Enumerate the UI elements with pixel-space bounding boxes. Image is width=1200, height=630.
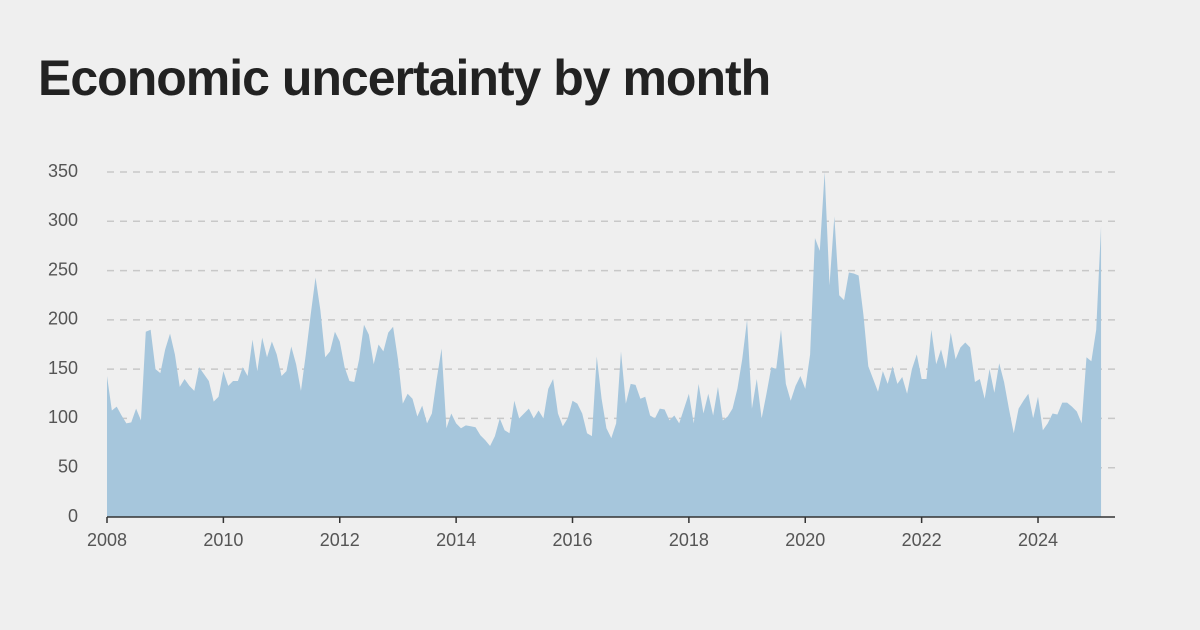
x-tick-label: 2008	[87, 530, 127, 550]
area	[107, 172, 1102, 517]
chart-title: Economic uncertainty by month	[38, 50, 770, 106]
x-tick-label: 2014	[436, 530, 476, 550]
y-tick-label: 300	[48, 210, 78, 230]
x-tick-label: 2020	[785, 530, 825, 550]
x-tick-label: 2022	[902, 530, 942, 550]
x-tick-label: 2024	[1018, 530, 1058, 550]
y-tick-label: 50	[58, 456, 78, 476]
y-tick-label: 100	[48, 407, 78, 427]
x-tick-label: 2016	[552, 530, 592, 550]
y-tick-label: 150	[48, 358, 78, 378]
y-tick-label: 200	[48, 309, 78, 329]
y-tick-label: 0	[68, 506, 78, 526]
x-tick-label: 2012	[320, 530, 360, 550]
y-tick-label: 250	[48, 259, 78, 279]
y-tick-label: 350	[48, 161, 78, 181]
x-tick-label: 2018	[669, 530, 709, 550]
x-tick-label: 2010	[203, 530, 243, 550]
